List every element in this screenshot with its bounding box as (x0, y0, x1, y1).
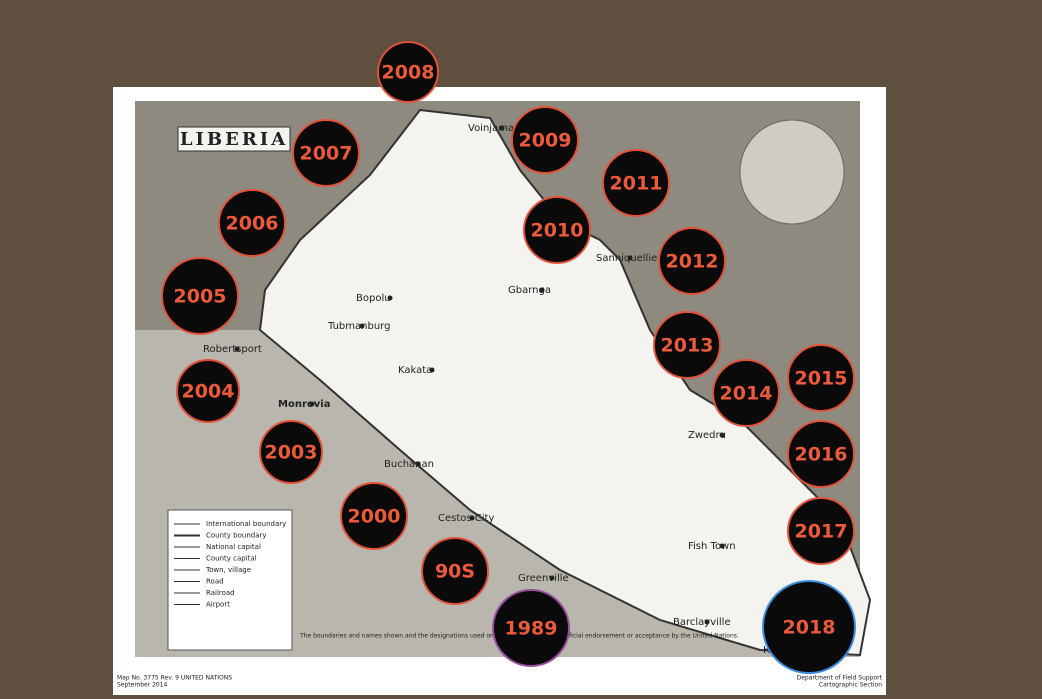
place-label: Bopolu (356, 293, 391, 304)
year-label[interactable]: 2017 (795, 521, 848, 543)
year-button[interactable] (787, 420, 855, 488)
legend-label: International boundary (206, 520, 286, 528)
ocean (135, 330, 860, 657)
place-dot (719, 543, 725, 549)
place-dot (387, 295, 393, 301)
place-dot (719, 432, 725, 438)
year-button[interactable] (161, 257, 239, 335)
year-label[interactable]: 2018 (783, 617, 836, 639)
year-button[interactable] (176, 359, 240, 423)
year-label[interactable]: 2007 (300, 143, 353, 165)
year-button[interactable] (259, 420, 323, 484)
year-button[interactable] (292, 119, 360, 187)
place-dot (415, 461, 421, 467)
place-label: Cestos City (438, 513, 494, 524)
place-label: Fish Town (688, 541, 736, 552)
year-button[interactable] (762, 580, 856, 674)
year-button[interactable] (787, 344, 855, 412)
place-label: Buchanan (384, 459, 434, 470)
globe (739, 119, 845, 225)
footer: Cartographic Section (819, 682, 882, 689)
year-button[interactable] (218, 189, 286, 257)
place-label: Barclayville (673, 617, 731, 628)
year-label[interactable]: 2006 (226, 213, 279, 235)
year-label[interactable]: 2016 (795, 444, 848, 466)
year-label[interactable]: 2003 (265, 442, 318, 464)
place-dot (309, 401, 315, 407)
year-label[interactable]: 2015 (795, 368, 848, 390)
place-dot (627, 255, 633, 261)
place-dot (234, 346, 240, 352)
legend-label: Town, village (205, 566, 251, 574)
legend-box (167, 509, 293, 651)
year-label[interactable]: 1989 (505, 618, 558, 640)
year-button[interactable] (712, 359, 780, 427)
title-box (177, 126, 291, 152)
year-button[interactable] (658, 227, 726, 295)
year-label[interactable]: 2008 (382, 62, 435, 84)
place-label: Robertsport (203, 344, 262, 355)
place-dot (549, 575, 555, 581)
year-label[interactable]: 2010 (531, 220, 584, 242)
place-dot (539, 287, 545, 293)
legend-label: National capital (206, 543, 261, 551)
place-label: Tubmanburg (327, 321, 390, 332)
legend-label: Road (206, 578, 224, 586)
place-label: Zwedru (688, 430, 726, 441)
year-button[interactable] (377, 41, 439, 103)
liberia (258, 108, 872, 657)
year-button[interactable] (511, 106, 579, 174)
place-label: Monrovia (278, 399, 330, 410)
place-dot (469, 515, 475, 521)
year-label[interactable]: 2012 (666, 251, 719, 273)
place-label: Greenville (518, 573, 569, 584)
year-button[interactable] (653, 311, 721, 379)
place-dot (429, 367, 435, 373)
year-label[interactable]: 2004 (182, 381, 235, 403)
map-title: LIBERIA (180, 129, 288, 150)
legend-label: County capital (206, 555, 257, 563)
year-label[interactable]: 90S (435, 561, 475, 583)
year-label[interactable]: 2005 (174, 286, 227, 308)
footer: Department of Field Support (797, 675, 883, 682)
footer: Map No. 3775 Rev. 9 UNITED NATIONS (117, 675, 232, 682)
year-button[interactable] (523, 196, 591, 264)
year-button[interactable] (421, 537, 489, 605)
year-label[interactable]: 2014 (720, 383, 773, 405)
place-dot (499, 125, 505, 131)
year-label[interactable]: 2013 (661, 335, 714, 357)
year-label[interactable]: 2011 (610, 173, 663, 195)
place-dot (704, 619, 710, 625)
place-label: Kakata (398, 365, 432, 376)
year-button[interactable] (602, 149, 670, 217)
year-button[interactable] (787, 497, 855, 565)
legend-label: Railroad (206, 589, 235, 597)
place-dot (359, 323, 365, 329)
footer: September 2014 (117, 682, 168, 689)
place-label: Sanniquellie (596, 253, 657, 264)
year-button[interactable] (492, 589, 570, 667)
place-label: Voinjama (468, 123, 514, 134)
place-label: Gbarnga (508, 285, 551, 296)
year-button[interactable] (340, 482, 408, 550)
legend-label: Airport (206, 601, 230, 609)
legend-label: County boundary (206, 532, 267, 540)
year-label[interactable]: 2000 (348, 506, 401, 528)
year-label[interactable]: 2009 (519, 130, 572, 152)
